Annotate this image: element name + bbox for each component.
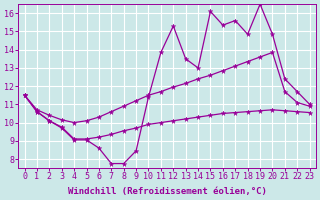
X-axis label: Windchill (Refroidissement éolien,°C): Windchill (Refroidissement éolien,°C) [68,187,267,196]
